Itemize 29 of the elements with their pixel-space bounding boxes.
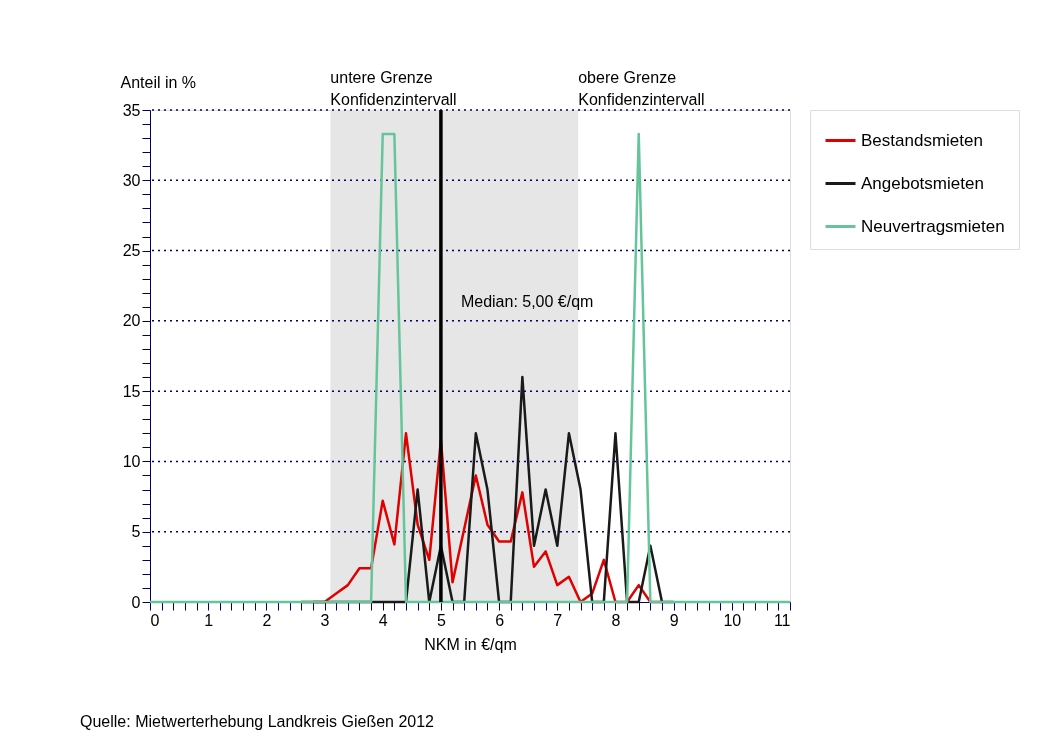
annotation: untere Grenze Konfidenzintervall <box>330 69 457 108</box>
y-tick-label: 5 <box>131 523 141 541</box>
x-tick-label: 8 <box>611 611 621 629</box>
y-tick-label: 30 <box>122 171 141 189</box>
y-tick-label: 15 <box>122 382 141 400</box>
y-tick-label: 0 <box>131 593 141 611</box>
source-note: Quelle: Mietwerterhebung Landkreis Gießen 2012 <box>80 713 435 730</box>
x-tick-label: 9 <box>669 611 679 629</box>
legend-label: Angebotsmieten <box>861 173 984 193</box>
y-tick-label: 35 <box>122 101 141 119</box>
y-tick-label: 10 <box>122 452 141 470</box>
x-tick-label: 0 <box>150 611 160 629</box>
x-tick-label: 7 <box>553 611 563 629</box>
x-tick-label: 4 <box>378 611 388 629</box>
x-tick-label: 11 <box>773 611 791 629</box>
y-tick-label: 25 <box>122 242 141 260</box>
x-tick-label: 5 <box>436 611 446 629</box>
x-tick-label: 1 <box>204 611 214 629</box>
legend-label: Bestandsmieten <box>861 130 983 150</box>
x-tick-label: 6 <box>495 611 505 629</box>
x-tick-label: 10 <box>723 611 742 629</box>
legend-label: Neuvertragsmieten <box>861 216 1005 236</box>
y-axis-title: Anteil in % <box>120 73 197 91</box>
ref-line-label: Median: 5,00 €/qm <box>460 292 594 310</box>
annotation: obere Grenze Konfidenzintervall <box>578 69 705 108</box>
y-tick-label: 20 <box>122 312 141 330</box>
x-tick-label: 2 <box>262 611 272 629</box>
x-tick-label: 3 <box>320 611 330 629</box>
x-axis-title: NKM in €/qm <box>424 635 517 653</box>
